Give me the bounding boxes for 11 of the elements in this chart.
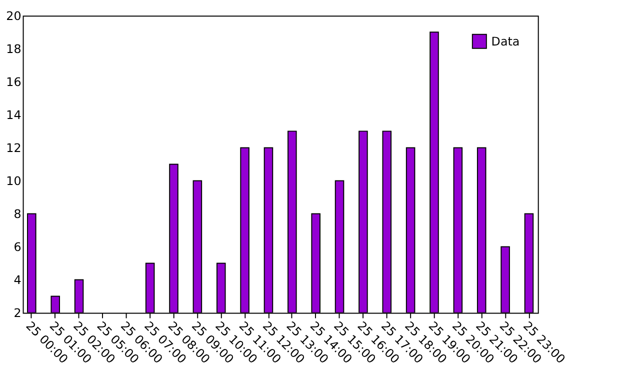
y-tick-label: 6 xyxy=(14,240,22,254)
y-tick-label: 12 xyxy=(6,141,22,156)
y-tick-label: 4 xyxy=(14,273,22,288)
y-tick-label: 2 xyxy=(14,306,22,320)
y-tick-label: 10 xyxy=(6,174,22,188)
y-tick-label: 18 xyxy=(6,42,22,56)
y-tick-label: 8 xyxy=(14,207,22,222)
y-tick-label: 20 xyxy=(6,9,22,24)
y-tick-label: 16 xyxy=(6,75,22,90)
y-tick-label: 14 xyxy=(6,108,22,122)
legend-label: Data xyxy=(491,34,520,48)
